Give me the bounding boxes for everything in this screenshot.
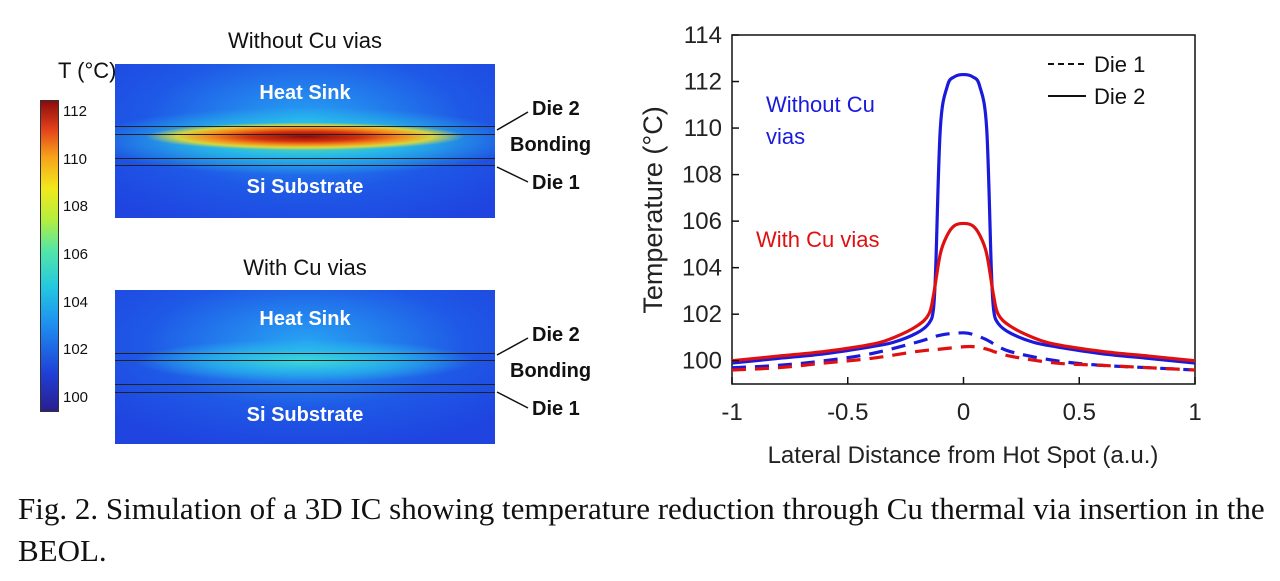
panel-title-without: Without Cu vias xyxy=(227,28,383,53)
colorbar-tick: 102 xyxy=(63,341,89,359)
bonding-line xyxy=(115,360,495,361)
colorbar-tick: 110 xyxy=(63,150,87,168)
die1-label: Die 1 xyxy=(532,398,580,420)
annotation-without-line2: vias xyxy=(766,124,805,149)
annotation-with: With Cu vias xyxy=(756,227,879,252)
series-line-without-cu-vias-die-2 xyxy=(731,72,1196,365)
si-substrate-label: Si Substrate xyxy=(246,404,364,426)
x-tick-label: 0 xyxy=(957,399,970,426)
colorbar-title: T (°C) xyxy=(58,58,117,83)
bonding-label: Bonding xyxy=(510,360,592,382)
heat-sink-label: Heat Sink xyxy=(259,82,351,104)
thermal-map-without: Heat Sink Si Substrate xyxy=(115,64,495,218)
y-tick-label: 108 xyxy=(682,162,722,189)
x-axis-label: Lateral Distance from Hot Spot (a.u.) xyxy=(768,442,1159,469)
x-tick-label: -1 xyxy=(721,399,742,426)
die2-label: Die 2 xyxy=(532,324,580,346)
pointer-die2 xyxy=(496,111,529,131)
y-tick-label: 104 xyxy=(682,255,722,282)
x-tick-label: 1 xyxy=(1188,399,1201,426)
y-tick-label: 112 xyxy=(684,69,722,96)
legend-die1: Die 1 xyxy=(1094,52,1145,77)
die1-line-top xyxy=(115,158,495,159)
pointer-die1-b xyxy=(496,391,529,409)
colorbar-tick: 100 xyxy=(63,389,89,407)
die2-line xyxy=(115,126,495,127)
y-tick-label: 110 xyxy=(684,115,722,142)
y-tick-label: 100 xyxy=(682,348,722,375)
series-line-with-cu-vias-die-2 xyxy=(731,221,1196,363)
colorbar-tick: 106 xyxy=(63,246,89,263)
pointer-die1 xyxy=(496,166,529,183)
thermal-map-with: Heat Sink Si Substrate xyxy=(115,290,495,444)
heat-sink-label: Heat Sink xyxy=(259,308,351,330)
pointer-die2-b xyxy=(496,337,529,356)
colorbar xyxy=(40,100,59,412)
colorbar-tick: 112 xyxy=(63,102,87,120)
annotation-without-line1: Without Cu xyxy=(766,92,875,117)
bonding-line xyxy=(115,134,495,135)
temperature-chart: -1 -0.5 0 0.5 1 100 102 104 106 108 110 112 114 Late… xyxy=(638,22,1202,469)
y-tick-label: 106 xyxy=(682,208,722,235)
die1-label: Die 1 xyxy=(532,172,580,194)
die2-line xyxy=(115,353,495,354)
colorbar-tick: 104 xyxy=(63,293,89,311)
layer-pointers xyxy=(496,111,529,409)
die1-line-bottom xyxy=(115,392,495,393)
y-tick-label: 114 xyxy=(684,22,722,49)
die1-line-top xyxy=(115,384,495,385)
colorbar-tick: 108 xyxy=(63,198,89,216)
figure-caption: Fig. 2. Simulation of a 3D IC showing te… xyxy=(18,491,1265,568)
bonding-label: Bonding xyxy=(510,134,592,156)
x-tick-label: 0.5 xyxy=(1063,399,1096,426)
x-tick-label: -0.5 xyxy=(827,399,868,426)
legend-die2: Die 2 xyxy=(1094,84,1145,109)
panel-title-with: With Cu vias xyxy=(243,255,367,280)
y-tick-label: 102 xyxy=(682,301,722,328)
y-axis-label: Temperature (°C) xyxy=(638,106,668,313)
series-line-with-cu-vias-die-1 xyxy=(731,344,1196,372)
die2-label: Die 2 xyxy=(532,98,580,120)
si-substrate-label: Si Substrate xyxy=(246,176,364,198)
die1-line-bottom xyxy=(115,165,495,166)
